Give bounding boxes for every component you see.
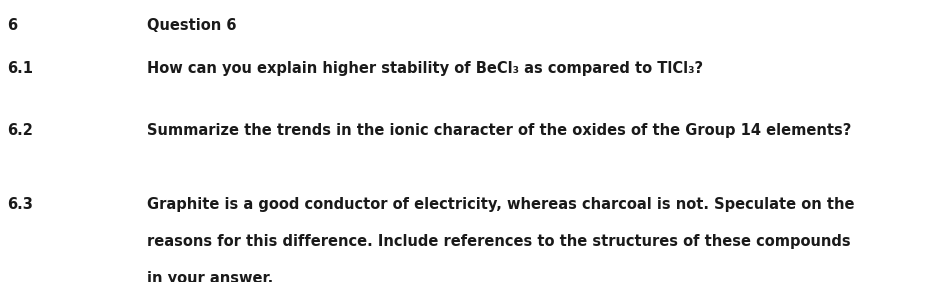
Text: Question 6: Question 6 bbox=[147, 18, 236, 33]
Text: 6.2: 6.2 bbox=[8, 123, 33, 138]
Text: in your answer.: in your answer. bbox=[147, 271, 273, 282]
Text: Summarize the trends in the ionic character of the oxides of the Group 14 elemen: Summarize the trends in the ionic charac… bbox=[147, 123, 851, 138]
Text: 6.3: 6.3 bbox=[8, 197, 33, 212]
Text: 6: 6 bbox=[8, 18, 18, 33]
Text: Graphite is a good conductor of electricity, whereas charcoal is not. Speculate : Graphite is a good conductor of electric… bbox=[147, 197, 855, 212]
Text: reasons for this difference. Include references to the structures of these compo: reasons for this difference. Include ref… bbox=[147, 234, 850, 249]
Text: 6.1: 6.1 bbox=[8, 61, 33, 76]
Text: How can you explain higher stability of BeCl₃ as compared to TlCl₃?: How can you explain higher stability of … bbox=[147, 61, 703, 76]
